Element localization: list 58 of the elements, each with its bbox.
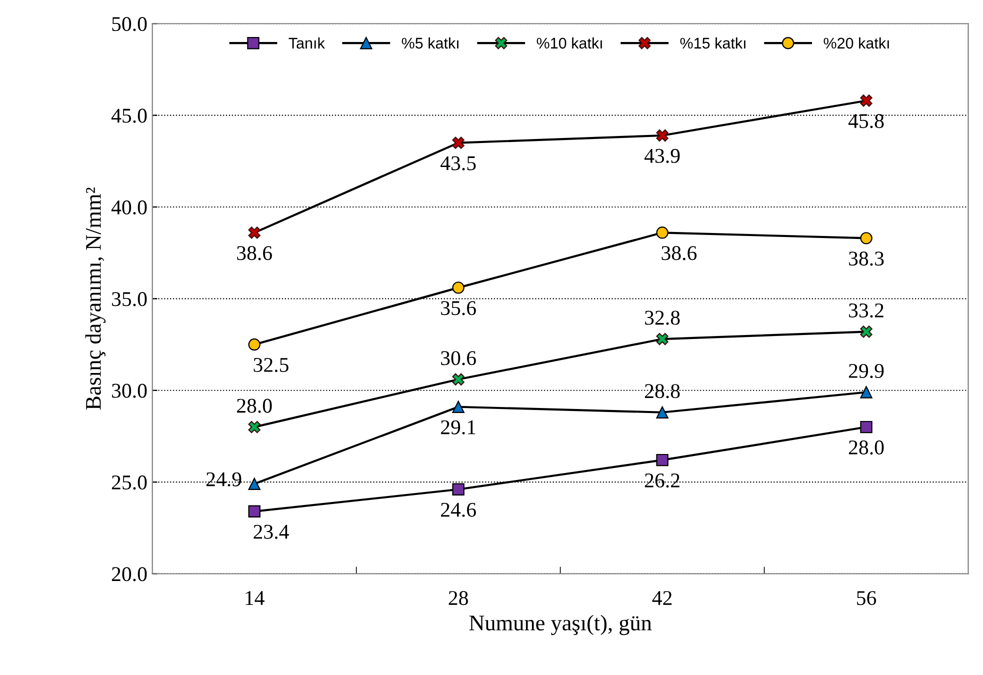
- point: [656, 454, 668, 466]
- y-tick-label: 45.0: [111, 108, 147, 123]
- y-tick-label: 40.0: [111, 200, 147, 215]
- data-label: 38.3: [849, 252, 884, 266]
- data-label: 28.8: [644, 384, 680, 398]
- data-label: 28.0: [237, 398, 272, 413]
- point: [656, 226, 668, 239]
- x-tick-label: 28: [448, 591, 468, 606]
- data-label: 32.8: [645, 310, 680, 325]
- x-tick-label: 14: [246, 591, 264, 605]
- legend-label: %5 katkı: [402, 37, 458, 49]
- data-label: 32.5: [254, 358, 288, 372]
- point: [452, 483, 464, 496]
- legend-label: %10 katkı: [536, 37, 602, 49]
- y-axis-title: Basınç dayanımı, N/mm²: [85, 188, 106, 410]
- point: [452, 136, 464, 149]
- data-label: 24.9: [206, 472, 242, 486]
- data-label: 38.6: [662, 246, 697, 260]
- point: [452, 282, 464, 294]
- point: [248, 505, 260, 518]
- y-tick-label: 25.0: [112, 475, 147, 490]
- point: [860, 420, 872, 434]
- data-label: 29.9: [848, 364, 884, 378]
- data-label: 35.6: [441, 301, 476, 316]
- point: [860, 326, 872, 338]
- x-tick-label: 42: [652, 591, 672, 605]
- point: [656, 129, 668, 142]
- point: [248, 478, 260, 490]
- data-label: 45.8: [848, 114, 884, 128]
- legend-label: Tanık: [288, 37, 325, 49]
- data-label: 43.5: [440, 156, 476, 170]
- data-label: 24.6: [441, 502, 476, 517]
- x-tick-label: 56: [857, 591, 876, 606]
- data-label: 23.4: [254, 524, 289, 539]
- y-tick-label: 20.0: [112, 567, 147, 582]
- x-axis-title: Numune yaşı(t), gün: [469, 614, 652, 636]
- data-label: 29.1: [441, 420, 476, 434]
- point: [248, 420, 260, 434]
- data-label: 33.2: [849, 303, 884, 318]
- point: [248, 226, 260, 239]
- data-label: 28.0: [848, 440, 884, 455]
- y-tick-label: 50.0: [112, 17, 147, 32]
- point: [248, 338, 260, 351]
- legend-label: %15 katkı: [680, 37, 746, 49]
- point: [860, 386, 872, 398]
- data-label: 30.6: [441, 351, 476, 366]
- point: [656, 406, 668, 418]
- data-label: 38.6: [237, 246, 272, 260]
- point: [452, 400, 464, 413]
- point: [860, 232, 872, 244]
- point: [452, 373, 464, 386]
- point: [656, 332, 668, 346]
- point: [860, 94, 872, 107]
- data-label: 26.2: [644, 473, 680, 488]
- y-tick-label: 30.0: [112, 384, 147, 398]
- legend-label: %20 katkı: [824, 37, 889, 49]
- y-tick-label: 35.0: [112, 292, 147, 306]
- data-label: 43.9: [644, 148, 680, 164]
